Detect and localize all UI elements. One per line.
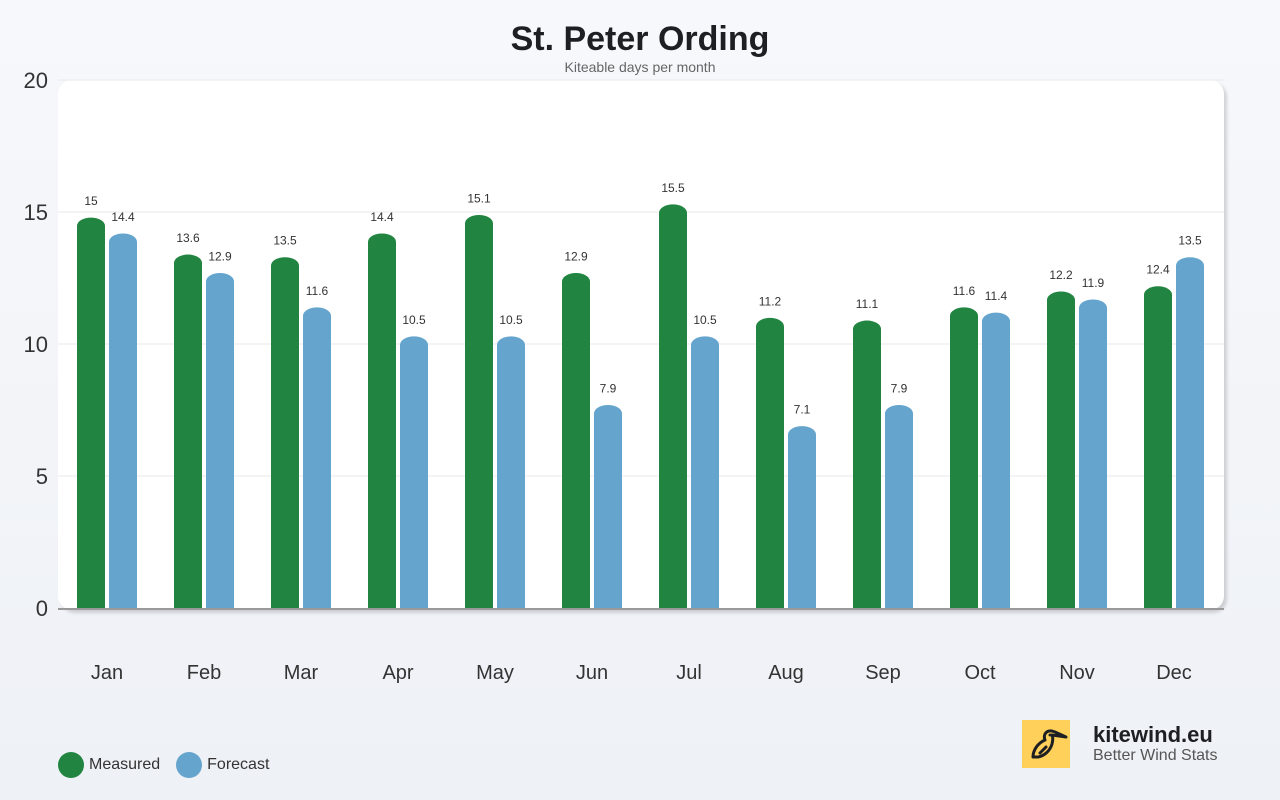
bar-forecast xyxy=(885,405,913,608)
chart-subtitle: Kiteable days per month xyxy=(564,59,716,75)
data-label: 12.4 xyxy=(1146,263,1170,277)
data-label: 10.5 xyxy=(693,313,717,327)
data-label: 12.9 xyxy=(208,249,232,263)
legend-item-forecast[interactable]: Forecast xyxy=(176,752,269,778)
data-label: 14.4 xyxy=(111,210,135,224)
bar-forecast xyxy=(1079,299,1108,608)
chart-title: St. Peter Ording xyxy=(510,20,770,58)
bar-measured xyxy=(659,204,687,608)
x-tick-label: Jun xyxy=(576,662,608,684)
y-tick-label: 20 xyxy=(24,68,48,93)
legend-swatch xyxy=(176,752,203,778)
bar-forecast xyxy=(497,336,525,608)
bar-measured xyxy=(271,257,299,608)
bar-measured xyxy=(562,273,590,608)
data-label: 13.6 xyxy=(176,231,200,245)
data-label: 15.5 xyxy=(661,181,685,195)
legend-swatch xyxy=(58,752,84,778)
data-label: 12.2 xyxy=(1049,268,1073,282)
y-tick-label: 5 xyxy=(36,464,48,489)
bird-icon xyxy=(1022,720,1070,768)
y-tick-label: 0 xyxy=(36,596,48,621)
data-label: 11.6 xyxy=(306,284,329,298)
x-tick-label: Nov xyxy=(1059,662,1095,684)
bar-forecast xyxy=(109,233,137,608)
data-label: 11.9 xyxy=(1082,276,1105,290)
brand: kitewind.eu Better Wind Stats xyxy=(1022,720,1218,768)
bar-forecast xyxy=(982,312,1010,608)
data-label: 13.5 xyxy=(1178,234,1202,248)
bar-forecast xyxy=(691,336,719,608)
data-label: 13.5 xyxy=(273,234,297,248)
legend-label: Forecast xyxy=(207,756,270,773)
y-tick-label: 15 xyxy=(24,200,48,225)
data-label: 10.5 xyxy=(499,313,523,327)
bar-forecast xyxy=(400,336,428,608)
data-label: 12.9 xyxy=(564,249,588,263)
x-tick-label: Jul xyxy=(676,662,702,684)
legend: Measured Forecast xyxy=(58,752,285,778)
bar-chart: 0 5 10 15 20 15 14.4 Jan 13.6 12.9 Feb 13.5 11.6 Mar 1… xyxy=(24,68,1224,684)
brand-name[interactable]: kitewind.eu xyxy=(1093,722,1213,747)
bar-measured xyxy=(756,317,784,608)
data-label: 11.6 xyxy=(953,284,976,298)
data-label: 11.4 xyxy=(985,289,1008,303)
bar-measured xyxy=(1047,291,1076,608)
legend-label: Measured xyxy=(89,756,161,773)
bar-forecast xyxy=(303,307,331,608)
bar-measured xyxy=(465,214,493,608)
x-tick-label: Aug xyxy=(768,662,804,684)
x-tick-label: Apr xyxy=(382,662,413,684)
x-tick-label: Oct xyxy=(964,662,996,684)
data-label: 10.5 xyxy=(402,313,426,327)
data-label: 7.9 xyxy=(891,381,908,395)
y-tick-label: 10 xyxy=(24,332,48,357)
bar-measured xyxy=(368,233,396,608)
data-label: 7.1 xyxy=(794,403,811,417)
bar-forecast xyxy=(206,273,234,608)
data-label: 14.4 xyxy=(370,210,394,224)
x-tick-label: Jan xyxy=(91,662,123,684)
bar-measured xyxy=(853,320,881,608)
data-label: 11.2 xyxy=(759,294,782,308)
legend-item-measured[interactable]: Measured xyxy=(58,752,160,778)
x-tick-label: Mar xyxy=(284,662,319,684)
x-tick-label: Feb xyxy=(187,662,221,684)
plot-area xyxy=(58,80,1224,610)
bar-forecast xyxy=(788,426,816,608)
bar-measured xyxy=(77,217,105,608)
bar-measured xyxy=(1144,286,1172,608)
brand-tagline: Better Wind Stats xyxy=(1093,747,1218,764)
bar-forecast xyxy=(594,405,622,608)
data-label: 15.1 xyxy=(467,191,491,205)
bar-measured xyxy=(950,307,978,608)
x-tick-label: Sep xyxy=(865,662,901,684)
data-label: 7.9 xyxy=(600,381,617,395)
bar-forecast xyxy=(1176,257,1204,608)
bar-measured xyxy=(174,254,202,608)
data-label: 11.1 xyxy=(856,297,879,311)
x-tick-label: May xyxy=(476,662,514,684)
x-tick-label: Dec xyxy=(1156,662,1192,684)
data-label: 15 xyxy=(84,194,98,208)
